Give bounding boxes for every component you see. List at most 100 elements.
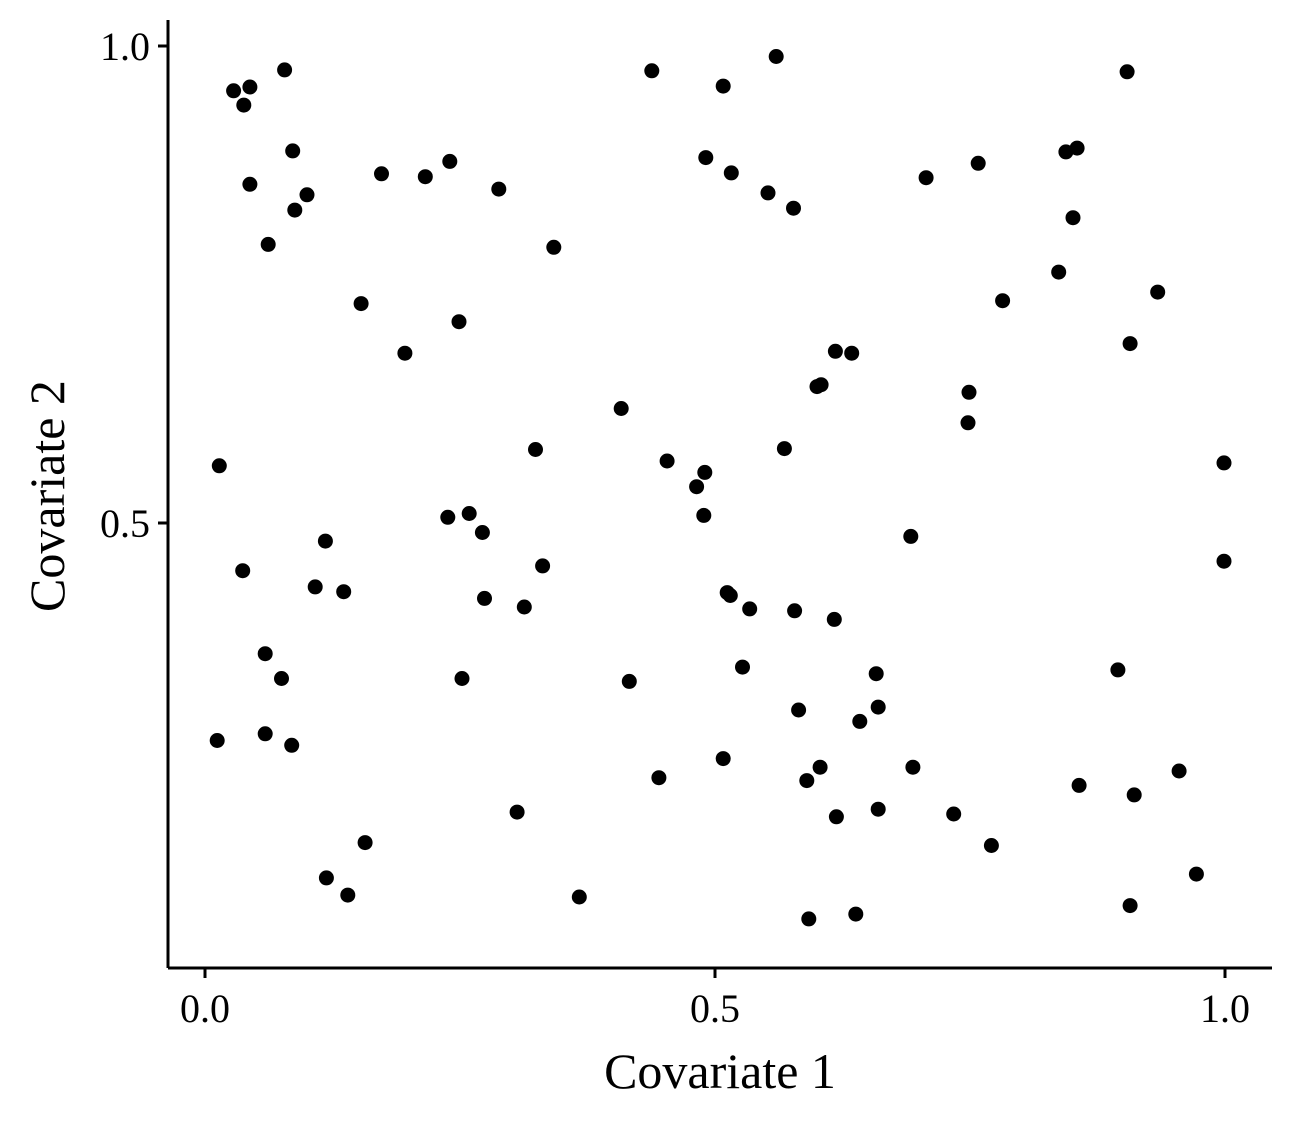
data-point-28 <box>340 887 356 903</box>
data-point-77 <box>970 155 986 171</box>
data-point-96 <box>1126 787 1142 803</box>
data-point-4 <box>285 143 301 159</box>
y-axis-title: Covariate 2 <box>19 380 75 612</box>
data-point-44 <box>760 185 776 201</box>
data-point-19 <box>317 533 333 549</box>
data-point-17 <box>211 458 227 474</box>
data-point-21 <box>336 584 352 600</box>
data-point-69 <box>828 809 844 825</box>
data-point-27 <box>318 870 334 886</box>
data-point-0 <box>277 62 293 78</box>
data-point-56 <box>651 770 667 786</box>
data-point-22 <box>257 646 273 662</box>
data-point-92 <box>1216 455 1232 471</box>
data-point-76 <box>918 170 934 186</box>
data-point-49 <box>689 479 705 495</box>
data-point-72 <box>868 666 884 682</box>
data-point-94 <box>1110 662 1126 678</box>
data-point-45 <box>786 200 801 216</box>
data-point-50 <box>697 464 713 480</box>
data-point-31 <box>461 506 477 521</box>
data-point-73 <box>870 699 886 715</box>
data-point-11 <box>442 153 458 169</box>
data-point-47 <box>613 401 629 416</box>
data-point-66 <box>791 702 807 718</box>
data-point-55 <box>735 659 750 675</box>
data-point-90 <box>1150 284 1166 300</box>
data-point-8 <box>260 236 276 252</box>
data-point-6 <box>299 187 315 203</box>
data-point-7 <box>287 202 303 218</box>
data-point-2 <box>242 79 258 95</box>
x-tick-label: 1.0 <box>1200 986 1250 1031</box>
data-point-48 <box>659 453 675 469</box>
data-point-34 <box>454 671 470 686</box>
data-point-51 <box>696 507 712 523</box>
data-point-1 <box>226 83 242 99</box>
data-point-9 <box>374 166 389 182</box>
data-point-25 <box>257 726 273 742</box>
data-point-75 <box>870 801 886 817</box>
data-point-93 <box>1216 553 1232 569</box>
data-point-14 <box>353 296 369 312</box>
data-point-86 <box>1069 140 1085 156</box>
data-point-64 <box>787 603 803 619</box>
data-point-32 <box>474 525 490 540</box>
data-point-42 <box>698 150 714 166</box>
data-point-12 <box>491 181 507 197</box>
data-point-68 <box>812 759 828 775</box>
data-point-91 <box>1122 336 1138 352</box>
data-point-15 <box>451 314 467 330</box>
data-point-99 <box>1122 898 1138 914</box>
data-point-23 <box>274 671 289 686</box>
data-point-36 <box>528 442 543 457</box>
data-point-97 <box>1171 763 1187 779</box>
data-point-39 <box>571 889 587 905</box>
x-axis-ticks: 0.0 0.5 1.0 <box>180 968 1250 1031</box>
data-point-88 <box>1051 264 1067 280</box>
data-point-37 <box>535 558 551 574</box>
data-point-20 <box>307 579 323 595</box>
data-point-58 <box>621 673 637 689</box>
data-point-71 <box>848 906 864 922</box>
data-point-41 <box>715 78 731 94</box>
y-axis-ticks: 0.5 1.0 <box>100 24 168 546</box>
data-point-57 <box>715 751 731 767</box>
data-point-65 <box>826 611 842 627</box>
data-point-18 <box>235 563 251 579</box>
data-point-59 <box>776 441 792 457</box>
data-point-63 <box>844 345 860 361</box>
data-point-29 <box>357 835 373 851</box>
data-point-84 <box>983 838 999 853</box>
data-point-79 <box>961 384 977 400</box>
data-point-53 <box>722 588 738 603</box>
data-point-98 <box>1188 866 1204 882</box>
x-tick-label: 0.5 <box>690 986 740 1031</box>
data-point-16 <box>397 345 413 361</box>
data-point-82 <box>905 759 921 775</box>
data-point-67 <box>799 773 815 789</box>
data-point-43 <box>723 165 739 181</box>
data-point-10 <box>417 169 433 185</box>
data-point-26 <box>284 737 300 753</box>
data-point-61 <box>813 377 829 393</box>
data-point-62 <box>827 343 843 359</box>
data-point-80 <box>960 415 976 431</box>
data-point-87 <box>1065 210 1081 226</box>
data-point-33 <box>477 590 492 606</box>
x-tick-label: 0.0 <box>180 986 230 1031</box>
data-point-24 <box>209 733 225 748</box>
data-point-46 <box>768 49 784 64</box>
data-point-3 <box>236 97 252 113</box>
y-tick-label: 0.5 <box>100 501 150 546</box>
data-point-40 <box>644 63 660 79</box>
data-point-95 <box>1071 777 1087 793</box>
data-point-38 <box>509 804 525 820</box>
y-tick-label: 1.0 <box>100 24 150 69</box>
data-point-13 <box>546 239 562 255</box>
data-point-83 <box>946 806 962 822</box>
data-point-89 <box>1119 64 1135 80</box>
data-point-70 <box>801 911 817 927</box>
data-point-54 <box>742 601 758 617</box>
